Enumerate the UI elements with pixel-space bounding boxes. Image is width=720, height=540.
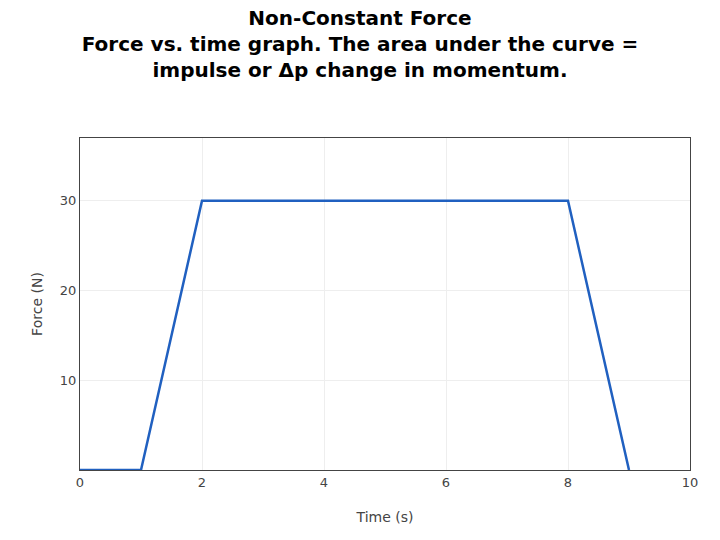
svg-text:Non-Constant ForceForce vs. ti: Non-Constant ForceForce vs. time graph. …	[82, 6, 639, 82]
svg-text:6: 6	[442, 475, 450, 490]
svg-text:2: 2	[198, 475, 206, 490]
svg-text:8: 8	[564, 475, 572, 490]
svg-text:30: 30	[60, 193, 77, 208]
svg-text:0: 0	[76, 475, 84, 490]
svg-text:10: 10	[682, 475, 699, 490]
svg-text:20: 20	[60, 283, 77, 298]
svg-text:4: 4	[320, 475, 328, 490]
svg-text:10: 10	[60, 373, 77, 388]
svg-text:Time (s): Time (s)	[356, 509, 414, 525]
svg-text:Force (N): Force (N)	[29, 272, 45, 336]
